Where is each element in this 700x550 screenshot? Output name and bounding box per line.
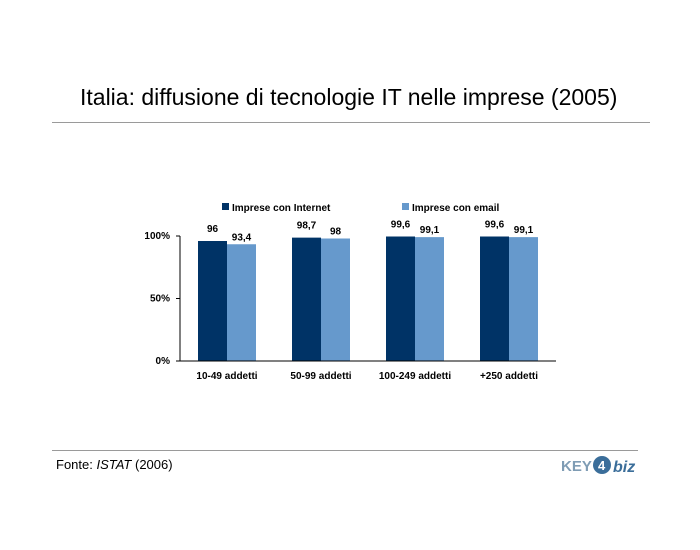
footer-divider <box>52 450 638 451</box>
logo-badge-icon <box>593 456 611 474</box>
bar <box>227 244 256 361</box>
y-tick-label: 100% <box>144 231 170 242</box>
legend-swatch <box>402 203 409 210</box>
x-tick-label: 10-49 addetti <box>196 371 257 382</box>
bar <box>198 241 227 361</box>
x-tick-label: 50-99 addetti <box>290 371 351 382</box>
bar-chart: Imprese con Internet Imprese con email 96 9… <box>144 203 556 382</box>
bar-value-label: 93,4 <box>232 232 252 243</box>
bar <box>415 237 444 361</box>
bar-value-label: 98 <box>330 227 342 238</box>
bar <box>321 238 350 361</box>
bar-value-label: 96 <box>207 224 219 235</box>
source-note: Fonte: ISTAT (2006) <box>56 457 173 472</box>
x-tick-label: +250 addetti <box>480 371 538 382</box>
logo-text-key: KEY <box>561 458 592 475</box>
x-tick-label: 100-249 addetti <box>379 371 451 382</box>
legend-label: Imprese con Internet <box>232 203 331 214</box>
bar-value-label: 99,1 <box>514 225 534 236</box>
logo-text-biz: biz <box>613 459 635 476</box>
y-tick-label: 50% <box>150 294 170 305</box>
bar <box>386 236 415 361</box>
bar-value-label: 99,1 <box>420 225 440 236</box>
source-year: (2006) <box>131 457 173 472</box>
bar <box>292 237 321 361</box>
y-tick-label: 0% <box>156 356 171 367</box>
bar-value-label: 98,7 <box>297 221 317 232</box>
key4biz-logo: KEY 4 biz <box>561 456 635 476</box>
source-name: ISTAT <box>96 457 132 472</box>
bar <box>509 237 538 361</box>
legend-label: Imprese con email <box>412 203 499 214</box>
bar-value-label: 99,6 <box>391 220 411 231</box>
source-prefix: Fonte: <box>56 457 97 472</box>
logo-text-digit: 4 <box>598 458 606 473</box>
slide-title: Italia: diffusione di tecnologie IT nell… <box>80 84 618 110</box>
legend-swatch <box>222 203 229 210</box>
bar <box>480 236 509 361</box>
bar-value-label: 99,6 <box>485 220 505 231</box>
title-divider <box>52 122 650 123</box>
